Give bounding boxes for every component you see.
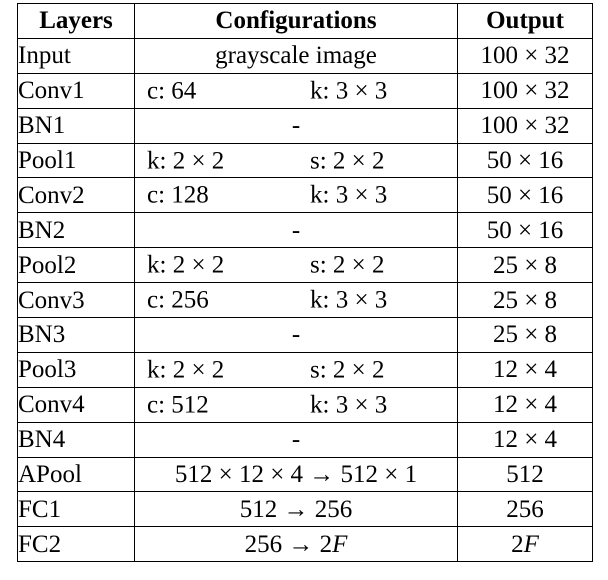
table-row: Conv3 c: 256 k: 3 × 3 25 × 8 — [17, 282, 593, 319]
config-cell: k: 2 × 2 s: 2 × 2 — [134, 247, 458, 284]
output-cell: 256 — [457, 491, 593, 528]
layer-cell: Pool2 — [17, 247, 135, 284]
table-row: FC2 256 → 2F 2F — [17, 526, 593, 563]
layer-cell: FC2 — [17, 526, 135, 563]
output-cell: 12 × 4 — [457, 351, 593, 388]
layer-cell: Conv2 — [17, 177, 135, 214]
layer-cell: Conv4 — [17, 386, 135, 423]
config-cell: 512 → 256 — [134, 491, 458, 528]
layer-cell: APool — [17, 456, 135, 493]
config-channels: c: 512 — [147, 391, 209, 419]
config-cell: c: 64 k: 3 × 3 — [134, 72, 458, 109]
layer-cell: Conv3 — [17, 282, 135, 319]
output-cell: 25 × 8 — [457, 317, 593, 353]
table-row: BN3 - 25 × 8 — [17, 317, 593, 353]
config-kernel: k: 2 × 2 — [147, 147, 225, 174]
config-kernel: k: 2 × 2 — [147, 251, 225, 279]
table-row: Conv1 c: 64 k: 3 × 3 100 × 32 — [17, 72, 593, 109]
layer-cell: Pool1 — [17, 142, 135, 179]
config-kernel: k: 3 × 3 — [310, 391, 388, 419]
config-cell: - — [134, 421, 458, 458]
config-channels: c: 128 — [147, 181, 209, 209]
config-kernel: k: 3 × 3 — [310, 181, 388, 209]
layer-cell: BN1 — [17, 107, 135, 144]
header-configurations: Configurations — [134, 3, 458, 39]
config-text: 256 → 2 — [244, 530, 333, 558]
table-row: Pool2 k: 2 × 2 s: 2 × 2 25 × 8 — [17, 247, 593, 284]
config-cell: - — [134, 107, 458, 144]
layer-cell: FC1 — [17, 491, 135, 528]
config-cell: c: 256 k: 3 × 3 — [134, 282, 458, 319]
output-cell: 50 × 16 — [457, 177, 593, 214]
header-row: Layers Configurations Output — [17, 3, 593, 39]
config-channels: c: 256 — [147, 286, 209, 314]
output-cell: 25 × 8 — [457, 247, 593, 284]
table-row: BN4 - 12 × 4 — [17, 421, 593, 458]
table-row: Pool3 k: 2 × 2 s: 2 × 2 12 × 4 — [17, 351, 593, 388]
config-cell: 256 → 2F — [134, 526, 458, 563]
config-variable: F — [332, 530, 348, 558]
header-output: Output — [457, 3, 593, 39]
config-cell: 512 × 12 × 4 → 512 × 1 — [134, 456, 458, 493]
config-kernel: k: 2 × 2 — [147, 356, 225, 384]
output-cell: 50 × 16 — [457, 142, 593, 179]
config-cell: - — [134, 317, 458, 353]
header-layers: Layers — [17, 3, 135, 39]
output-cell: 100 × 32 — [457, 37, 593, 74]
layer-cell: Input — [17, 37, 135, 74]
table-row: Conv2 c: 128 k: 3 × 3 50 × 16 — [17, 177, 593, 214]
config-cell: c: 512 k: 3 × 3 — [134, 386, 458, 423]
table-row: Conv4 c: 512 k: 3 × 3 12 × 4 — [17, 386, 593, 423]
config-kernel: k: 3 × 3 — [310, 286, 388, 314]
output-cell: 100 × 32 — [457, 107, 593, 144]
layer-cell: BN3 — [17, 317, 135, 353]
layer-cell: BN4 — [17, 421, 135, 458]
config-channels: c: 64 — [147, 77, 197, 105]
table-row: Input grayscale image 100 × 32 — [17, 37, 593, 74]
config-cell: k: 2 × 2 s: 2 × 2 — [134, 142, 458, 179]
config-cell: k: 2 × 2 s: 2 × 2 — [134, 351, 458, 388]
layer-cell: Pool3 — [17, 351, 135, 388]
config-cell: - — [134, 212, 458, 249]
table-row: Pool1 k: 2 × 2 s: 2 × 2 50 × 16 — [17, 142, 593, 179]
output-cell: 12 × 4 — [457, 386, 593, 423]
config-stride: s: 2 × 2 — [310, 147, 385, 174]
output-cell: 12 × 4 — [457, 421, 593, 458]
output-variable: F — [523, 530, 539, 558]
output-cell: 100 × 32 — [457, 72, 593, 109]
architecture-table: Layers Configurations Output Input grays… — [17, 3, 593, 563]
config-kernel: k: 3 × 3 — [310, 77, 388, 105]
table-row: BN2 - 50 × 16 — [17, 212, 593, 249]
layer-cell: Conv1 — [17, 72, 135, 109]
table-row: APool 512 × 12 × 4 → 512 × 1 512 — [17, 456, 593, 493]
output-cell: 25 × 8 — [457, 282, 593, 319]
output-cell: 2F — [457, 526, 593, 563]
layer-cell: BN2 — [17, 212, 135, 249]
config-stride: s: 2 × 2 — [310, 356, 385, 384]
table-row: BN1 - 100 × 32 — [17, 107, 593, 144]
output-cell: 512 — [457, 456, 593, 493]
output-text: 2 — [511, 530, 524, 558]
config-stride: s: 2 × 2 — [310, 251, 385, 279]
output-cell: 50 × 16 — [457, 212, 593, 249]
config-cell: c: 128 k: 3 × 3 — [134, 177, 458, 214]
config-cell: grayscale image — [134, 37, 458, 74]
table-row: FC1 512 → 256 256 — [17, 491, 593, 528]
